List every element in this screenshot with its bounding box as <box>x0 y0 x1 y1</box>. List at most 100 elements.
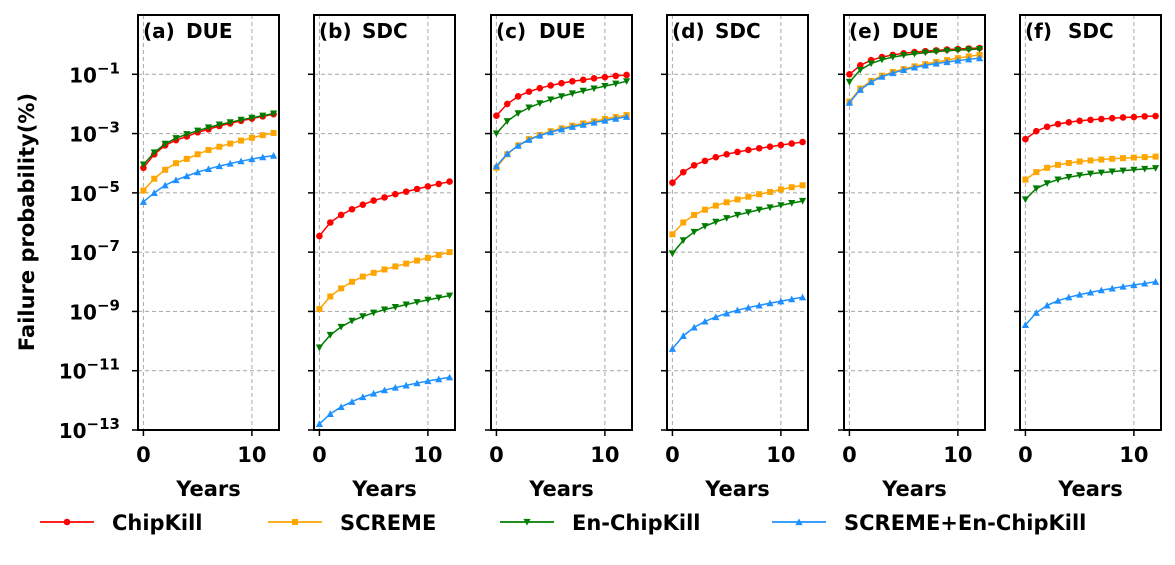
data-point <box>348 398 356 405</box>
data-point <box>1033 169 1040 176</box>
data-point <box>679 332 687 339</box>
panel-6: 0 10 Years (f) SDC <box>1014 14 1162 501</box>
legend-label: ChipKill <box>112 511 202 535</box>
data-point <box>445 292 454 300</box>
data-point <box>503 100 511 108</box>
data-point <box>259 112 267 120</box>
data-point <box>723 150 730 158</box>
y-tick-label: 10−9 <box>69 296 120 324</box>
data-point <box>326 219 334 226</box>
data-point <box>525 88 533 95</box>
x-tick-label: 10 <box>413 443 442 467</box>
data-point <box>337 403 345 411</box>
panel-3: 0 10 Years (c) DUE <box>485 14 633 501</box>
data-point <box>1119 167 1127 175</box>
data-point <box>183 131 191 138</box>
data-point <box>733 211 742 219</box>
data-point <box>590 85 598 93</box>
legend-marker <box>523 518 531 526</box>
data-point <box>921 49 929 57</box>
y-tick-label: 10−13 <box>59 415 120 443</box>
data-point <box>315 420 324 428</box>
data-point <box>205 146 212 153</box>
data-point <box>380 306 389 314</box>
panel-5: 0 10 Years (e) DUE <box>838 14 986 501</box>
series-line-screme+en-chipkill <box>142 154 274 203</box>
data-point <box>151 175 158 182</box>
data-point <box>1022 176 1029 183</box>
data-point <box>402 301 410 309</box>
data-point <box>745 146 752 154</box>
data-point <box>690 228 698 236</box>
data-point <box>777 141 785 149</box>
panel-1: 0 10 Years (a) DUE <box>132 14 280 501</box>
data-point <box>766 143 774 151</box>
data-point <box>878 56 886 64</box>
data-point <box>402 188 410 195</box>
data-point <box>557 93 566 100</box>
data-point <box>359 273 366 280</box>
data-point <box>1043 123 1051 131</box>
legend-item-screme: SCREME <box>268 511 436 535</box>
x-axis-label: Years <box>1057 477 1123 501</box>
panel-label: (c) <box>496 19 526 43</box>
data-point <box>622 113 631 120</box>
data-point <box>270 129 277 136</box>
data-point <box>954 56 962 64</box>
data-point <box>669 231 676 238</box>
data-point <box>194 151 201 158</box>
data-point <box>348 317 356 325</box>
data-point <box>1108 168 1116 176</box>
data-point <box>269 110 278 118</box>
y-tick-label: 10−1 <box>69 59 120 87</box>
data-point <box>216 143 223 150</box>
data-point <box>669 179 676 187</box>
data-point <box>889 69 897 77</box>
data-point <box>194 127 202 135</box>
data-point <box>492 162 501 170</box>
data-point <box>435 294 443 302</box>
data-point <box>445 373 454 381</box>
data-point <box>900 52 908 59</box>
data-point <box>723 199 730 206</box>
data-point <box>1130 281 1138 289</box>
data-point <box>248 114 256 122</box>
series-line-screme+en-chipkill <box>318 376 450 425</box>
data-point <box>845 99 854 106</box>
panel-frame <box>137 14 280 431</box>
data-point <box>1152 112 1159 120</box>
legend-label: SCREME+En-ChipKill <box>844 511 1086 535</box>
data-point <box>932 59 940 67</box>
data-point <box>547 96 555 104</box>
data-point <box>370 389 378 397</box>
series-line-screme+en-chipkill <box>1024 281 1156 326</box>
panel-title: SDC <box>715 19 761 43</box>
data-point <box>327 293 334 300</box>
data-point <box>712 153 720 161</box>
data-point <box>723 309 731 317</box>
data-point <box>856 66 864 74</box>
data-point <box>1043 301 1051 309</box>
data-point <box>172 135 180 142</box>
data-point <box>734 148 741 156</box>
data-point <box>965 46 973 54</box>
data-point <box>668 250 677 258</box>
data-point <box>172 160 179 167</box>
data-point <box>1021 196 1030 204</box>
data-point <box>139 198 148 205</box>
data-point <box>525 104 533 112</box>
data-point <box>1130 154 1137 161</box>
data-point <box>391 383 399 391</box>
data-point <box>435 252 442 259</box>
data-point <box>766 204 774 212</box>
data-point <box>788 140 796 147</box>
panel-label: (b) <box>319 19 352 43</box>
legend-marker <box>795 518 803 526</box>
x-tick-label: 10 <box>943 443 972 467</box>
data-point <box>316 232 323 240</box>
data-point <box>569 77 576 85</box>
data-point <box>1032 309 1040 316</box>
data-point <box>1130 166 1138 174</box>
data-point <box>337 211 345 219</box>
data-point <box>975 54 984 62</box>
